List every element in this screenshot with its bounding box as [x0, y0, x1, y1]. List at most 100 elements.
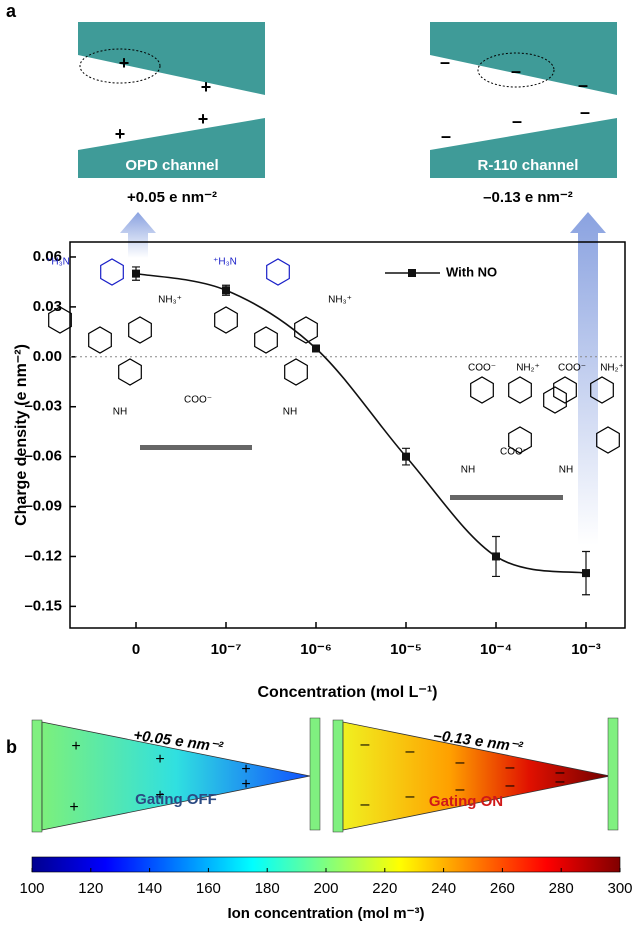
chem-label: NH [559, 465, 573, 476]
chem-ring [543, 386, 567, 414]
charge-sign: – [361, 736, 370, 753]
chem-label: NH₂⁺ [516, 363, 540, 374]
substrate [450, 495, 563, 500]
colorbar-tick-label: 140 [137, 880, 162, 897]
substrate [140, 445, 252, 450]
highlight [477, 52, 555, 88]
colorbar-tick-label: 300 [607, 880, 632, 897]
arrow [120, 212, 156, 258]
reservoir [607, 717, 619, 831]
x-tick-label: 10⁻⁷ [211, 641, 242, 658]
charge-sign: – [456, 754, 465, 771]
marker [402, 452, 410, 461]
y-tick-label: 0.00 [33, 348, 62, 365]
cone [342, 721, 611, 831]
charge-sign: – [456, 781, 465, 798]
figure-content: a b OPD channel R-110 channel +0.05 e nm… [6, 1, 633, 922]
chem-label: COO⁻ [468, 363, 496, 374]
channel-wall [430, 22, 617, 95]
chem-ring [508, 376, 532, 404]
chem-label: COO⁻ [558, 363, 586, 374]
chem-ring [553, 376, 577, 404]
colorbar-tick-label: 100 [19, 880, 44, 897]
chem-label: NH₃⁺ [328, 295, 352, 306]
charge-sign: – [406, 788, 415, 805]
chem-label: NH [283, 407, 297, 418]
chem-label: COO⁻ [184, 395, 212, 406]
charge-label: +0.05 e nm⁻² [127, 189, 217, 206]
charge-sign: – [578, 75, 588, 95]
chem-label: ⁺H₃N [213, 257, 237, 268]
charge-sign: – [556, 773, 565, 790]
chem-label: NH [113, 407, 127, 418]
chem-ring [470, 376, 494, 404]
colorbar-tick-label: 260 [490, 880, 515, 897]
channel-label: OPD channel [125, 157, 218, 174]
charge-sign: – [580, 102, 590, 122]
chem-ring [596, 426, 620, 454]
charge-sign: + [241, 761, 250, 778]
charge-sign: – [506, 777, 515, 794]
chem-label: NH [461, 465, 475, 476]
chem-ring [48, 306, 72, 334]
charge-sign: – [512, 111, 522, 131]
charge-sign: – [440, 52, 450, 72]
fit-line [135, 272, 587, 574]
y-tick-label: –0.06 [24, 448, 62, 465]
charge-sign: + [201, 77, 212, 97]
chem-ring [508, 426, 532, 454]
x-tick-label: 0 [132, 641, 140, 658]
marker [132, 269, 140, 278]
legend-label: With NO [446, 264, 497, 279]
colorbar-label: Ion concentration (mol m⁻³) [227, 905, 424, 922]
y-tick-label: 0.06 [33, 248, 62, 265]
channel-wall [430, 118, 617, 178]
chem-ring [100, 258, 124, 286]
chem-ring [266, 258, 290, 286]
y-tick-label: –0.12 [24, 547, 62, 564]
marker [312, 344, 320, 353]
channel-wall [78, 22, 265, 95]
highlight [79, 48, 161, 84]
charge-sign: – [556, 764, 565, 781]
channel-label: R-110 channel [478, 157, 579, 174]
charge-label: –0.13 e nm⁻² [483, 189, 573, 206]
x-tick-label: 10⁻⁶ [300, 641, 332, 658]
chem-label: NH₃⁺ [158, 295, 182, 306]
chem-ring [214, 306, 238, 334]
charge-sign: + [241, 776, 250, 793]
colorbar-tick-label: 220 [372, 880, 397, 897]
chem-label: NH₂⁺ [600, 363, 624, 374]
y-axis-label: Charge density (e nm⁻²) [13, 344, 30, 526]
legend-marker [408, 269, 416, 277]
channel-wall [78, 118, 265, 178]
panel-label: b [6, 737, 17, 757]
charge-sign: – [361, 796, 370, 813]
x-tick-label: 10⁻⁴ [480, 641, 512, 658]
y-tick-label: –0.03 [24, 398, 62, 415]
colorbar-tick-label: 240 [431, 880, 456, 897]
charge-sign: + [198, 109, 209, 129]
chem-ring [88, 326, 112, 354]
y-tick-label: –0.09 [24, 498, 62, 515]
cone [41, 721, 311, 831]
arrow [570, 212, 606, 545]
chem-label: ⁺H₃N [46, 257, 70, 268]
reservoir [309, 717, 321, 831]
colorbar-tick-label: 120 [78, 880, 103, 897]
chem-ring [254, 326, 278, 354]
marker [222, 286, 230, 295]
charge-sign: + [115, 124, 126, 144]
chem-label: COO⁻ [500, 447, 528, 458]
x-tick-label: 10⁻³ [571, 641, 601, 658]
charge-sign: – [511, 61, 521, 81]
reservoir [332, 719, 344, 833]
charge-sign: – [506, 759, 515, 776]
plot-frame [69, 241, 626, 629]
charge-sign: + [119, 53, 130, 73]
state-label: Gating OFF [135, 791, 217, 808]
chem-ring [294, 316, 318, 344]
charge-sign: + [69, 799, 78, 816]
charge-sign: + [71, 738, 80, 755]
charge-sign: – [441, 126, 451, 146]
